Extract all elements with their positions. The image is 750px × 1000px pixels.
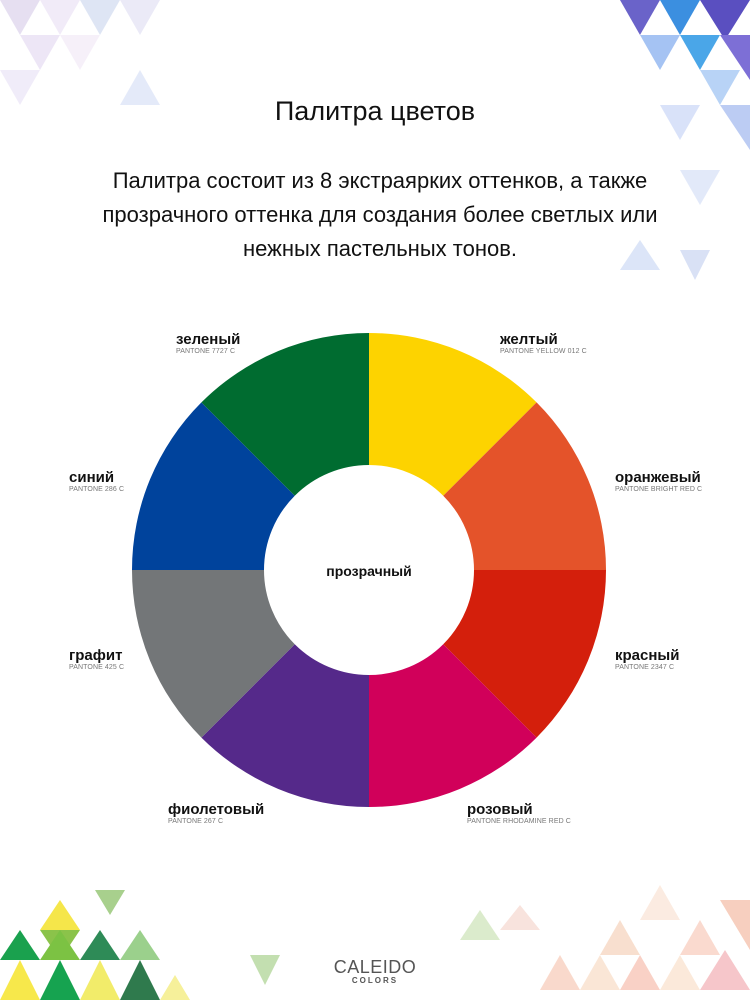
pantone-code: PANTONE 7727 C	[176, 348, 236, 355]
pantone-code: PANTONE 286 C	[69, 486, 125, 493]
wheel-segment	[132, 570, 295, 738]
page-title: Палитра цветов	[274, 96, 476, 126]
label-purple: фиолетовый PANTONE 267 C	[168, 801, 265, 826]
wheel-segment	[132, 402, 295, 570]
wheel-segment	[443, 570, 606, 738]
pantone-code: PANTONE RHODAMINE RED C	[467, 818, 571, 825]
center-label-transparent: прозрачный	[326, 563, 412, 579]
color-name: зеленый	[176, 331, 241, 348]
wheel-segment	[201, 644, 369, 807]
caleido-logo: CALEIDO COLORS	[330, 957, 420, 985]
pantone-code: PANTONE BRIGHT RED C	[615, 486, 703, 493]
label-pink: розовый PANTONE RHODAMINE RED C	[467, 801, 571, 826]
page-subtitle: Палитра состоит из 8 экстраярких оттенко…	[102, 168, 658, 261]
wheel-segment	[201, 333, 369, 496]
logo-line2: COLORS	[351, 976, 399, 985]
label-red: красный PANTONE 2347 C	[615, 647, 680, 672]
label-yellow: желтый PANTONE YELLOW 012 C	[500, 331, 587, 356]
label-graphite: графит PANTONE 425 C	[69, 647, 125, 672]
color-name: оранжевый	[615, 469, 701, 486]
pantone-code: PANTONE 425 C	[69, 664, 125, 671]
label-orange: оранжевый PANTONE BRIGHT RED C	[615, 469, 703, 494]
wheel-segment	[369, 333, 537, 496]
pantone-code: PANTONE YELLOW 012 C	[500, 348, 587, 355]
color-name: красный	[615, 647, 680, 664]
color-name: розовый	[467, 801, 533, 818]
color-name: желтый	[500, 331, 558, 348]
label-green: зеленый PANTONE 7727 C	[176, 331, 241, 356]
pantone-code: PANTONE 267 C	[168, 818, 224, 825]
wheel-segment	[443, 402, 606, 570]
logo-line1: CALEIDO	[333, 957, 417, 977]
color-name: фиолетовый	[168, 801, 265, 818]
color-name: графит	[69, 647, 123, 664]
label-blue: синий PANTONE 286 C	[69, 469, 125, 494]
pantone-code: PANTONE 2347 C	[615, 664, 675, 671]
color-name: синий	[69, 469, 115, 486]
wheel-segment	[369, 644, 537, 807]
